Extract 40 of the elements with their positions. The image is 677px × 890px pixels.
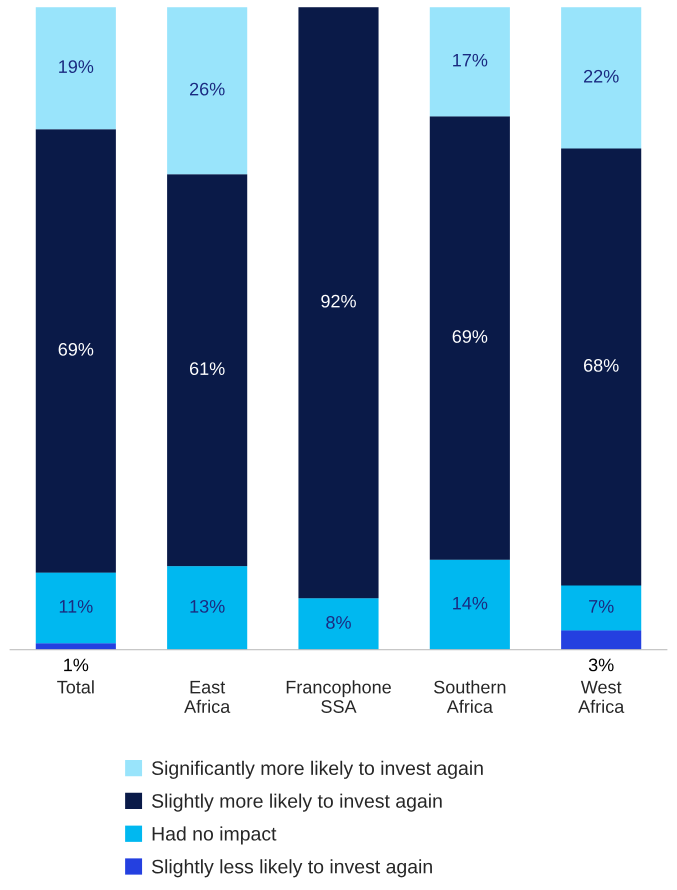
data-label: 92% [321,294,356,308]
data-label: 68% [584,359,619,372]
data-label: 11% [60,600,93,613]
bar [430,116,510,560]
bar [430,560,510,650]
data-label: 3% [588,658,614,672]
x-tick-label: West Africa [578,680,624,713]
data-label: 17% [453,54,488,67]
data-label: 14% [453,596,488,610]
bar [298,7,379,598]
bar [430,7,510,116]
data-label: 7% [589,600,614,613]
data-label: 61% [190,362,225,376]
bar [36,572,116,644]
bar [561,630,642,650]
legend-label: Significantly more likely to invest again [152,760,483,779]
bar [167,7,248,174]
data-label: 26% [190,82,225,96]
bar [561,7,642,148]
bar [36,129,116,573]
bar [167,566,248,650]
data-label: 69% [452,330,488,343]
x-tick-label: East Africa [184,680,230,713]
legend-label: Had no impact [152,826,276,845]
data-label: 8% [326,616,351,629]
bar [36,7,116,130]
data-label: 69% [58,342,94,356]
legend-label: Slightly more likely to invest again [152,794,442,812]
x-tick-label: Francophone SSA [286,680,391,713]
data-label: 13% [190,600,225,613]
data-label: 22% [584,70,619,83]
bar [167,174,248,566]
bar [561,585,642,630]
data-label: 1% [64,658,88,672]
bar [298,598,379,650]
legend-label: Slightly less likely to invest again [152,859,432,878]
bar [561,148,642,586]
data-label: 19% [59,60,94,74]
x-tick-label: Total [57,680,94,694]
x-tick-label: Southern Africa [434,680,506,713]
